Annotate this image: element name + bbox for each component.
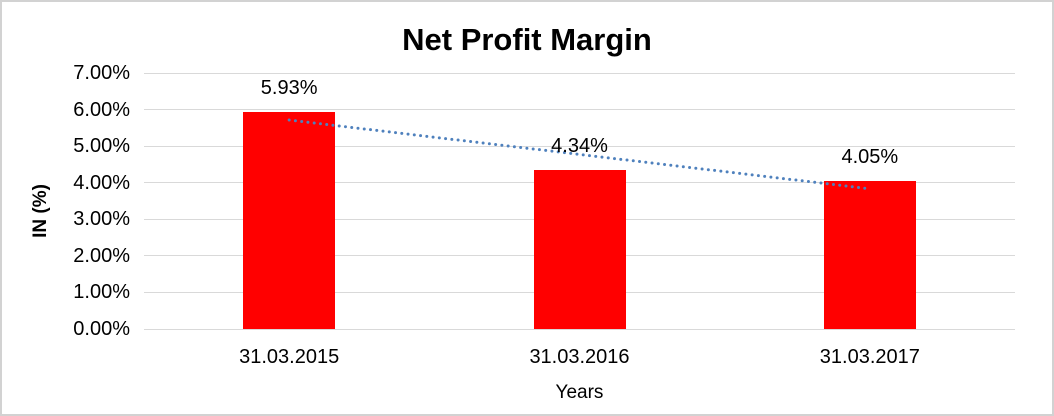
y-tick-label: 2.00%	[73, 244, 130, 267]
bar-31.03.2016	[533, 170, 626, 329]
y-tick-label: 1.00%	[73, 281, 130, 304]
x-axis-title: Years	[555, 382, 604, 403]
bar-value-label: 4.05%	[841, 145, 899, 168]
gridline	[144, 109, 1015, 111]
y-tick-label: 4.00%	[73, 171, 130, 194]
y-tick-label: 3.00%	[73, 208, 130, 231]
y-tick-label: 6.00%	[73, 98, 130, 121]
bar-31.03.2015	[243, 112, 336, 329]
bar-31.03.2017	[823, 180, 916, 329]
bar-value-label: 4.34%	[551, 135, 608, 158]
y-tick-label: 7.00%	[73, 62, 130, 84]
y-tick-label: 0.00%	[73, 318, 130, 340]
x-category-label: 31.03.2016	[529, 346, 630, 368]
bar-value-label: 5.93%	[260, 77, 318, 100]
chart-title: Net Profit Margin	[402, 22, 652, 57]
x-category-label: 31.03.2017	[819, 346, 920, 368]
x-category-label: 31.03.2015	[239, 346, 340, 368]
gridline	[144, 328, 1015, 330]
y-tick-label: 5.00%	[73, 135, 130, 158]
gridline	[144, 72, 1015, 74]
